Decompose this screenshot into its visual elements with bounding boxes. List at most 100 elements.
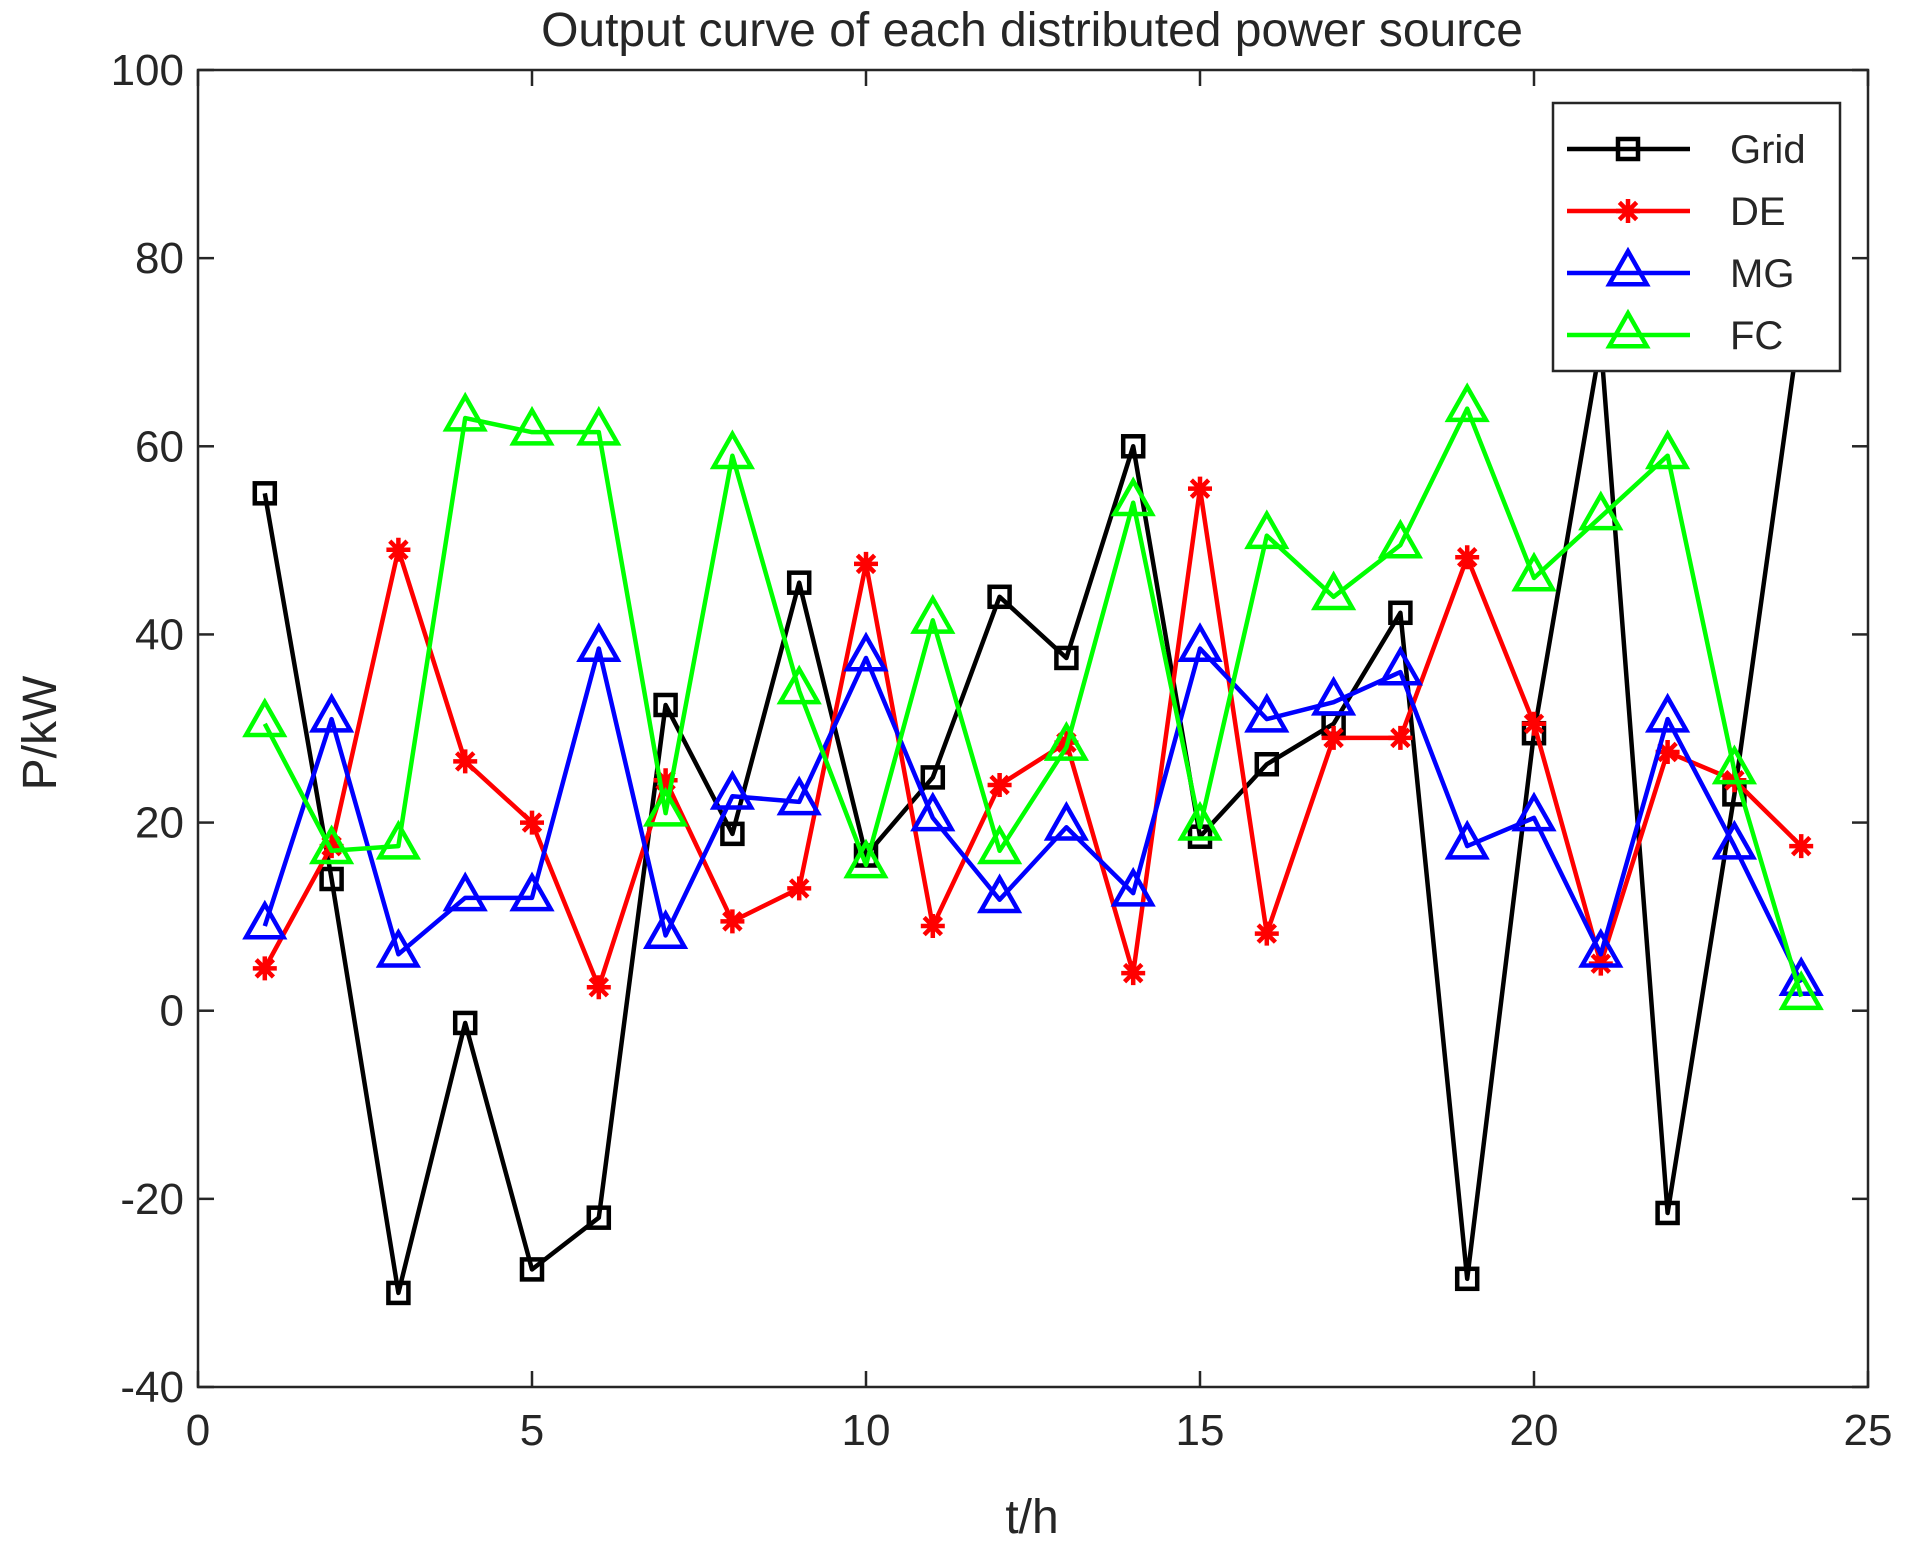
x-axis-label: t/h — [1005, 1491, 1058, 1544]
data-point-fc — [1778, 970, 1824, 1011]
axes — [196, 68, 1870, 1389]
data-point-de — [1254, 921, 1279, 946]
plot-series — [242, 302, 1824, 1306]
data-point-mg — [1578, 927, 1624, 968]
series-fc — [242, 382, 1824, 1011]
legend-item-mg: MG — [1567, 246, 1794, 296]
data-point-mg — [776, 775, 822, 816]
data-point-fc — [442, 391, 488, 432]
series-mg — [242, 622, 1824, 996]
data-point-fc — [910, 594, 956, 634]
legend-label-grid: Grid — [1730, 128, 1806, 172]
y-axis-label: P/kW — [14, 675, 67, 790]
legend-item-de: DE — [1567, 190, 1786, 234]
data-point-de — [586, 975, 611, 1000]
y-tick-label: 0 — [160, 987, 184, 1036]
data-point-grid — [452, 1010, 478, 1036]
data-point-fc — [509, 405, 555, 446]
y-tick-label: -40 — [120, 1363, 184, 1412]
data-point-de — [653, 768, 678, 793]
data-point-mg — [976, 873, 1023, 914]
data-point-mg — [843, 631, 889, 672]
data-point-de — [1121, 961, 1146, 986]
data-point-fc — [576, 405, 622, 446]
data-point-de — [1655, 740, 1680, 765]
data-point-mg — [642, 909, 689, 949]
data-point-fc — [709, 429, 756, 470]
legend-label-fc: FC — [1730, 314, 1783, 358]
data-point-grid — [987, 584, 1012, 610]
data-point-de — [1388, 725, 1413, 750]
data-point-grid — [1054, 645, 1079, 671]
data-point-fc — [1711, 744, 1758, 785]
data-point-de — [1789, 834, 1814, 859]
data-point-mg — [1511, 791, 1557, 832]
data-point-fc — [1043, 721, 1090, 761]
legend-item-fc: FC — [1567, 308, 1783, 358]
legend-marker-mg — [1605, 246, 1651, 287]
y-tick-label: -20 — [120, 1175, 184, 1224]
data-point-fc — [1377, 518, 1424, 559]
data-point-de — [787, 876, 812, 901]
chart-title: Output curve of each distributed power s… — [541, 4, 1523, 57]
data-point-de — [252, 956, 277, 981]
data-point-mg — [1177, 622, 1223, 663]
legend: Grid DE MG FC — [1551, 101, 1842, 373]
data-point-de — [453, 749, 478, 774]
x-tick-label: 10 — [842, 1406, 891, 1455]
data-point-fc — [242, 697, 288, 738]
data-point-fc — [1578, 490, 1624, 531]
data-point-grid — [386, 1280, 411, 1306]
data-point-mg — [1244, 692, 1290, 733]
data-point-de — [854, 551, 878, 576]
data-point-fc — [976, 824, 1023, 865]
x-tick-label: 15 — [1176, 1406, 1225, 1455]
data-point-mg — [1110, 866, 1156, 907]
legend-label-de: DE — [1730, 190, 1786, 234]
data-point-mg — [1644, 692, 1691, 733]
data-point-fc — [1244, 509, 1290, 550]
data-point-de — [520, 810, 544, 835]
y-tick-label: 40 — [135, 610, 184, 659]
data-point-de — [1321, 725, 1346, 750]
data-point-mg — [1310, 675, 1357, 716]
data-point-mg — [1043, 800, 1090, 841]
data-point-grid — [1388, 600, 1413, 626]
data-point-grid — [720, 821, 745, 847]
data-point-mg — [242, 899, 288, 940]
legend-item-grid: Grid — [1567, 128, 1806, 172]
data-point-grid — [920, 765, 946, 790]
series-line-de — [262, 486, 1803, 990]
data-point-fc — [1110, 476, 1156, 517]
data-point-fc — [776, 664, 822, 705]
data-point-de — [920, 914, 945, 939]
data-point-mg — [1377, 645, 1424, 686]
y-tick-label: 20 — [135, 799, 184, 848]
data-point-fc — [642, 786, 689, 827]
data-point-grid — [653, 692, 678, 718]
y-tick-label: 60 — [135, 422, 184, 471]
legend-marker-grid — [1615, 136, 1641, 162]
legend-marker-de — [1616, 199, 1640, 223]
data-point-fc — [1444, 382, 1490, 423]
data-point-fc — [1511, 551, 1557, 592]
data-point-fc — [375, 819, 422, 860]
legend-label-mg: MG — [1730, 252, 1794, 296]
data-point-grid — [1655, 1200, 1680, 1226]
data-point-mg — [576, 622, 622, 663]
data-point-grid — [252, 481, 278, 506]
legend-marker-fc — [1605, 308, 1651, 349]
data-point-mg — [308, 692, 355, 733]
data-point-mg — [910, 791, 956, 832]
data-point-mg — [1711, 819, 1758, 860]
data-point-grid — [319, 866, 344, 892]
tick-labels: 0 5 10 15 20 25 -40 -20 0 20 40 60 80 100 — [111, 46, 1893, 1455]
series-line-grid — [262, 314, 1804, 1296]
x-tick-label: 25 — [1844, 1406, 1893, 1455]
data-point-fc — [1644, 429, 1691, 470]
axes-box — [196, 68, 1870, 1389]
y-tick-label: 100 — [111, 46, 184, 95]
data-point-grid — [519, 1257, 545, 1282]
data-point-grid — [1454, 1266, 1480, 1292]
